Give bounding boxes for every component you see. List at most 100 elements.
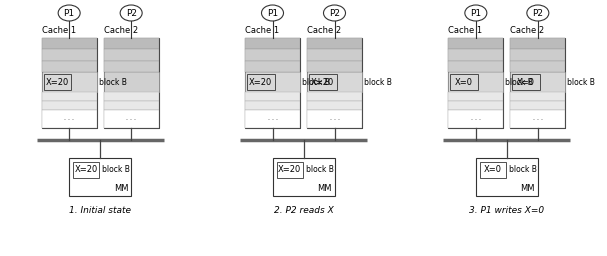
Bar: [245, 72, 300, 92]
Bar: [512, 74, 540, 91]
Text: . . .: . . .: [471, 116, 481, 122]
Text: block B: block B: [568, 78, 595, 87]
Ellipse shape: [120, 5, 142, 21]
Bar: [42, 49, 97, 61]
Bar: [245, 101, 300, 110]
Ellipse shape: [262, 5, 283, 21]
Bar: [307, 61, 362, 72]
Text: Cache 1: Cache 1: [449, 26, 483, 35]
Bar: [476, 158, 538, 196]
Bar: [449, 49, 503, 61]
Text: block B: block B: [302, 78, 330, 87]
Bar: [449, 110, 503, 128]
Text: Cache 1: Cache 1: [245, 26, 279, 35]
Bar: [42, 101, 97, 110]
Text: block B: block B: [99, 78, 126, 87]
Bar: [510, 38, 565, 128]
Text: block B: block B: [364, 78, 392, 87]
Bar: [449, 72, 503, 92]
Text: . . .: . . .: [330, 116, 339, 122]
Bar: [510, 38, 565, 49]
Text: block B: block B: [102, 165, 130, 175]
Text: P1: P1: [470, 8, 481, 17]
Text: MM: MM: [317, 184, 331, 193]
Text: P2: P2: [126, 8, 137, 17]
Bar: [104, 101, 158, 110]
Text: MM: MM: [520, 184, 535, 193]
Text: P2: P2: [329, 8, 340, 17]
Text: 1. Initial state: 1. Initial state: [69, 206, 131, 215]
Bar: [307, 49, 362, 61]
Bar: [309, 74, 336, 91]
Bar: [307, 72, 362, 92]
Bar: [104, 110, 158, 128]
Text: P1: P1: [267, 8, 278, 17]
Bar: [245, 49, 300, 61]
Bar: [510, 72, 565, 92]
Text: X=20: X=20: [278, 165, 301, 175]
Bar: [42, 72, 97, 92]
Bar: [42, 92, 97, 101]
Bar: [449, 38, 503, 49]
Text: P2: P2: [532, 8, 543, 17]
Bar: [245, 110, 300, 128]
Bar: [245, 38, 300, 128]
Text: X=0: X=0: [455, 78, 473, 87]
Bar: [104, 72, 158, 92]
Bar: [510, 61, 565, 72]
Bar: [104, 61, 158, 72]
Bar: [450, 74, 478, 91]
Bar: [510, 101, 565, 110]
Bar: [73, 162, 99, 178]
Bar: [44, 74, 71, 91]
Bar: [449, 61, 503, 72]
Text: X=0: X=0: [517, 78, 535, 87]
Text: block B: block B: [506, 78, 533, 87]
Text: . . .: . . .: [126, 116, 136, 122]
Text: Cache 1: Cache 1: [42, 26, 76, 35]
Text: P1: P1: [64, 8, 75, 17]
Bar: [510, 92, 565, 101]
Bar: [42, 38, 97, 49]
Bar: [42, 61, 97, 72]
Bar: [307, 38, 362, 49]
Bar: [245, 92, 300, 101]
Ellipse shape: [527, 5, 549, 21]
Bar: [449, 38, 503, 128]
Bar: [510, 49, 565, 61]
Bar: [307, 92, 362, 101]
Bar: [104, 38, 158, 128]
Text: X=20: X=20: [311, 78, 334, 87]
Bar: [510, 110, 565, 128]
Bar: [449, 92, 503, 101]
Bar: [42, 110, 97, 128]
Text: block B: block B: [305, 165, 333, 175]
Text: 2. P2 reads X: 2. P2 reads X: [274, 206, 333, 215]
Bar: [307, 110, 362, 128]
Bar: [449, 101, 503, 110]
Text: X=20: X=20: [46, 78, 69, 87]
Bar: [273, 158, 334, 196]
Text: . . .: . . .: [64, 116, 74, 122]
Bar: [307, 38, 362, 128]
Text: Cache 2: Cache 2: [510, 26, 544, 35]
Text: Cache 2: Cache 2: [307, 26, 341, 35]
Text: Cache 2: Cache 2: [104, 26, 138, 35]
Text: X=0: X=0: [484, 165, 502, 175]
Text: X=20: X=20: [75, 165, 98, 175]
Text: MM: MM: [114, 184, 128, 193]
Bar: [247, 74, 274, 91]
Bar: [480, 162, 506, 178]
Text: . . .: . . .: [268, 116, 277, 122]
Ellipse shape: [324, 5, 345, 21]
Bar: [69, 158, 131, 196]
Bar: [104, 92, 158, 101]
Bar: [104, 38, 158, 49]
Bar: [104, 49, 158, 61]
Bar: [307, 101, 362, 110]
Bar: [42, 38, 97, 128]
Bar: [277, 162, 302, 178]
Bar: [245, 38, 300, 49]
Bar: [245, 61, 300, 72]
Text: X=20: X=20: [249, 78, 273, 87]
